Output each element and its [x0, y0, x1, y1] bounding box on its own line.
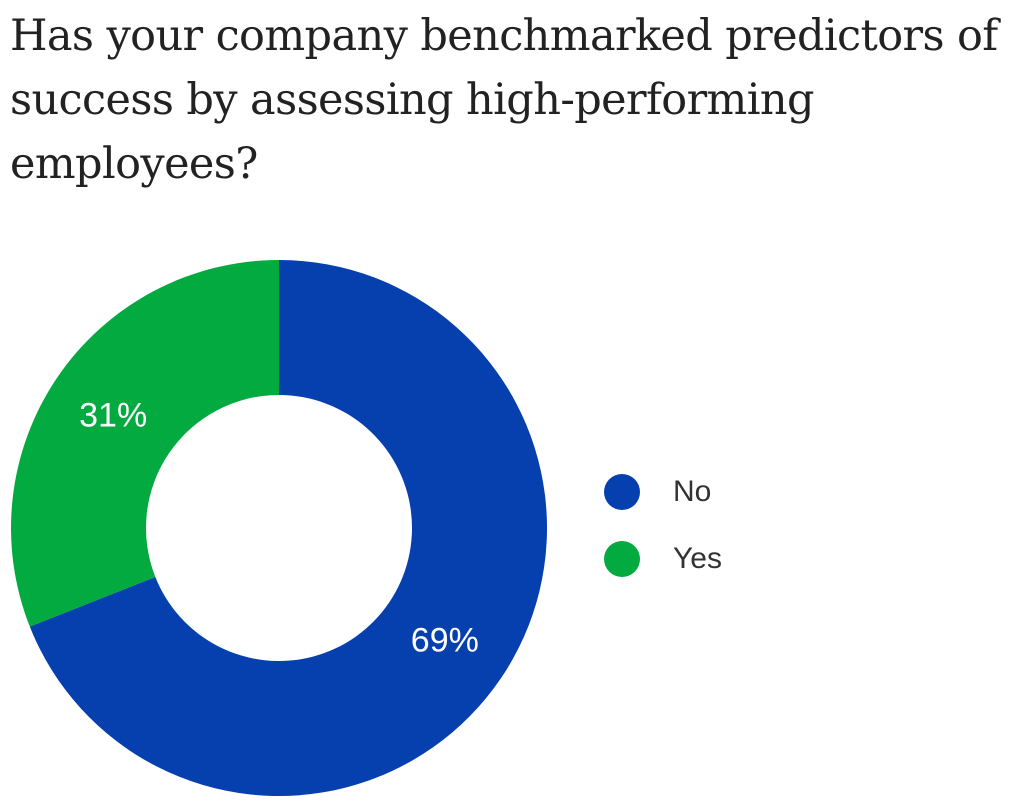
chart-title: Has your company benchmarked predictors …: [10, 11, 998, 189]
legend-swatch-no: [604, 474, 640, 510]
donut-slice-no: [29, 260, 548, 796]
legend-item-no: No: [604, 474, 722, 510]
slice-labels-group: 69% 31%: [79, 396, 479, 659]
legend: No Yes: [604, 474, 722, 608]
slices-group: [10, 260, 548, 796]
legend-item-yes: Yes: [604, 541, 722, 577]
legend-swatch-yes: [604, 541, 640, 577]
legend-label-yes: Yes: [673, 542, 722, 575]
slice-label-yes: 31%: [79, 396, 147, 434]
slice-label-no: 69%: [411, 622, 479, 660]
legend-label-no: No: [673, 475, 712, 508]
donut-slice-yes: [10, 260, 280, 627]
